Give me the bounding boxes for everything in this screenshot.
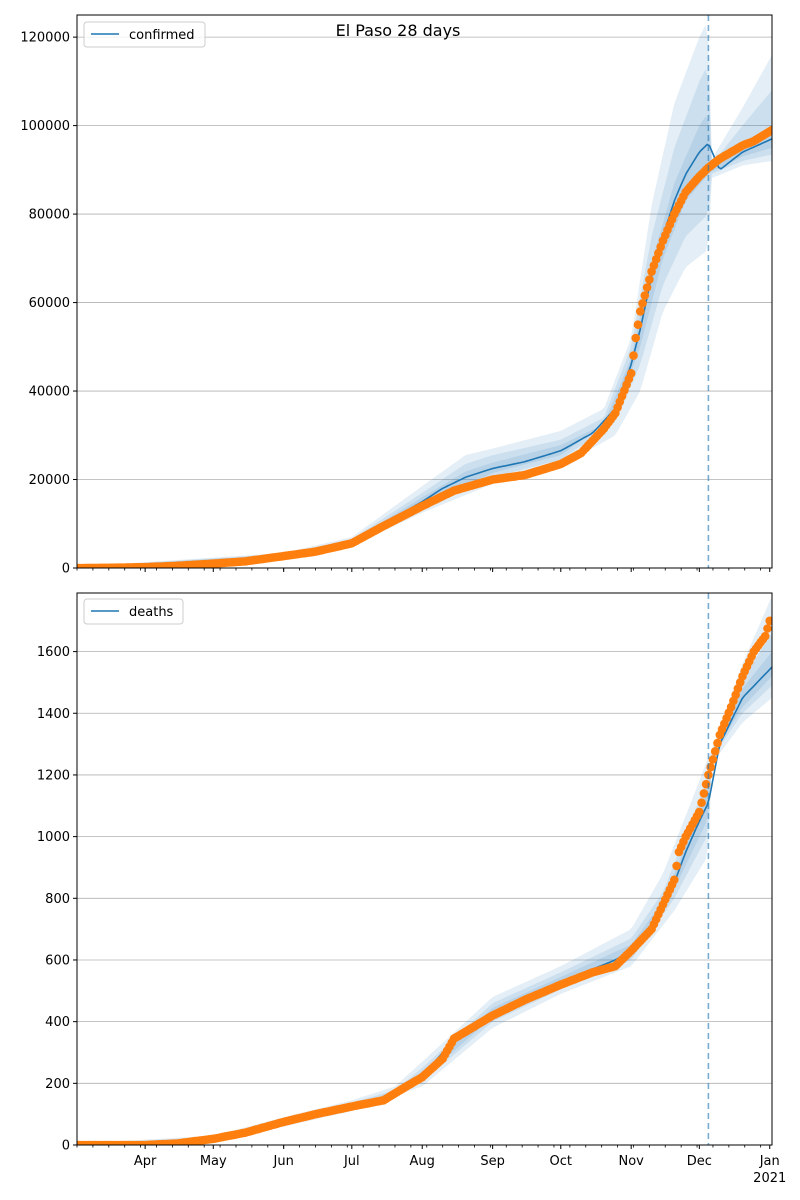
confirmed-ytick-label: 0 (62, 562, 70, 577)
confirmed-ytick-label: 60000 (29, 296, 70, 311)
deaths-observed-point (708, 755, 718, 764)
deaths-xtick-label: Nov (618, 1154, 644, 1169)
deaths-legend: deaths (83, 598, 184, 625)
confirmed-plot-frame (76, 14, 773, 569)
deaths-observed-point (697, 798, 706, 807)
deaths-xtick-label: Sep (480, 1154, 505, 1169)
confirmed-y-axis: 0 20000 40000 60000 80000 100000 120000 (20, 31, 77, 577)
legend-label-confirmed: confirmed (129, 28, 195, 43)
confirmed-ytick-label: 80000 (29, 208, 70, 223)
deaths-ytick-label: 1400 (37, 707, 70, 722)
deaths-xtick-label: Jan (759, 1154, 780, 1169)
confirmed-observed-point (767, 125, 772, 135)
confirmed-ytick-label: 20000 (29, 473, 70, 488)
deaths-observed-point (699, 789, 709, 798)
confirmed-observed-point (626, 369, 636, 378)
confirmed-legend: confirmed (83, 21, 206, 48)
confirmed-x-axis (76, 568, 771, 572)
confirmed-ytick-label: 40000 (29, 385, 70, 400)
legend-label-deaths: deaths (129, 605, 174, 620)
deaths-xtick-label: May (200, 1154, 227, 1169)
confirmed-observed-point (638, 299, 647, 308)
confirmed-observed-point (636, 307, 645, 316)
deaths-xtick-label: Oct (550, 1154, 572, 1169)
confirmed-band-middle (77, 69, 772, 568)
deaths-observed-point (763, 624, 772, 633)
confirmed-observed-point (642, 283, 652, 292)
deaths-observed-point (672, 861, 681, 871)
confirmed-observed-point (633, 320, 643, 330)
confirmed-observed-point (640, 291, 650, 300)
confirmed-ytick-label: 120000 (20, 31, 70, 46)
confirmed-observed-point (631, 333, 640, 343)
legend-box (83, 598, 184, 625)
deaths-xtick-label: Apr (134, 1154, 157, 1169)
xtick-year-label: 2021 (753, 1171, 786, 1186)
deaths-xtick-label: Jul (343, 1154, 360, 1169)
deaths-ytick-label: 1000 (37, 830, 70, 845)
deaths-observed-point (670, 875, 679, 885)
deaths-ytick-label: 1600 (37, 645, 70, 660)
chart-title: El Paso 28 days (336, 21, 461, 40)
deaths-xtick-label: Aug (410, 1154, 435, 1169)
confirmed-band-inner (77, 116, 772, 568)
deaths-xtick-label: Jun (273, 1154, 294, 1169)
deaths-x-axis: Apr May Jun Jul Aug Sep Oct Nov Dec Jan 2021 (76, 1145, 786, 1186)
deaths-observed-point (713, 738, 722, 748)
deaths-observed-point (710, 747, 720, 756)
confirmed-panel: 0 20000 40000 60000 80000 100000 120000 El Pas… (20, 14, 773, 577)
deaths-observed-point (760, 631, 770, 641)
deaths-y-axis: 0 200 400 600 800 1000 1200 1400 1600 (37, 645, 77, 1154)
confirmed-observed-point (645, 275, 654, 284)
confirmed-observed-point (629, 351, 638, 360)
deaths-ytick-label: 1200 (37, 768, 70, 783)
deaths-observed-point (765, 616, 772, 626)
deaths-observed-point (695, 807, 704, 817)
deaths-ytick-label: 200 (45, 1077, 70, 1092)
deaths-observed-points (77, 616, 772, 1145)
deaths-xtick-label: Dec (687, 1154, 712, 1169)
legend-box (83, 21, 206, 48)
confirmed-ytick-label: 100000 (20, 119, 70, 134)
deaths-ytick-label: 600 (45, 953, 70, 968)
deaths-panel: 0 200 400 600 800 1000 1200 1400 1600 Apr May Jun J… (37, 592, 786, 1186)
deaths-ytick-label: 800 (45, 892, 70, 907)
confirmed-observed-points (77, 125, 772, 568)
deaths-ytick-label: 400 (45, 1015, 70, 1030)
deaths-ytick-label: 0 (62, 1139, 70, 1154)
deaths-plot-frame (76, 592, 773, 1146)
